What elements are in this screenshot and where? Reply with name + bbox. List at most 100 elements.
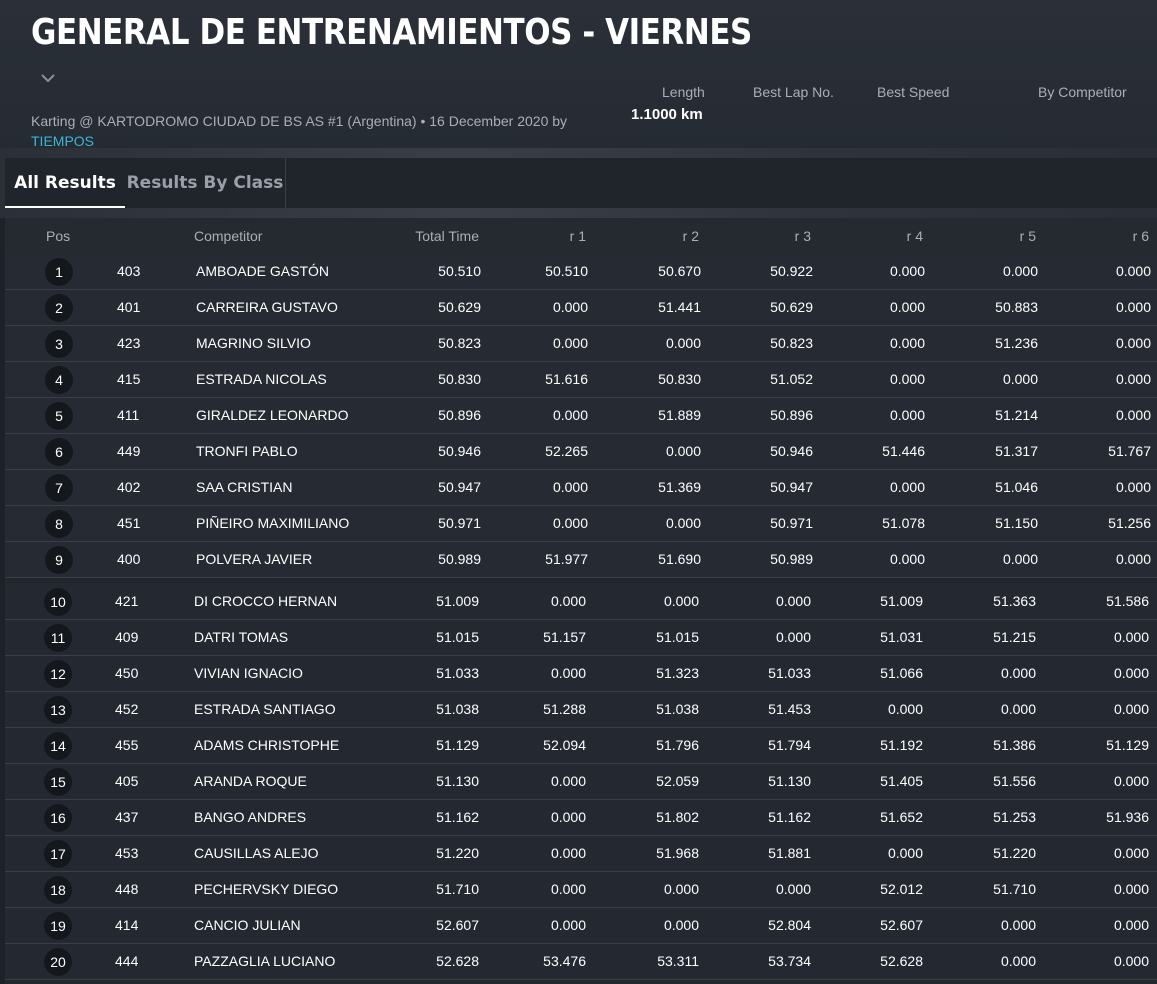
lap-r1-cell: 51.288: [543, 701, 586, 717]
competitor-name[interactable]: AMBOADE GASTÓN: [196, 263, 330, 279]
table-row[interactable]: 9 400 POLVERA JAVIER 50.989 51.977 51.690 50.9…: [5, 542, 1157, 578]
competitor-name[interactable]: ARANDA ROQUE: [194, 773, 307, 789]
competitor-name[interactable]: PAZZAGLIA LUCIANO: [194, 953, 336, 969]
competitor-name[interactable]: DATRI TOMAS: [194, 629, 289, 645]
table-row[interactable]: 1 403 AMBOADE GASTÓN 50.510 50.510 50.670 50.9…: [5, 254, 1157, 290]
lap-r4-cell: 51.446: [882, 443, 925, 459]
competitor-name[interactable]: ESTRADA NICOLAS: [196, 371, 327, 387]
lap-r4-cell: 52.628: [880, 953, 923, 969]
competitor-name[interactable]: PIÑEIRO MAXIMILIANO: [196, 515, 350, 531]
total-time-cell: 50.629: [438, 299, 481, 315]
competitor-name[interactable]: CARREIRA GUSTAVO: [196, 299, 338, 315]
lap-r6-cell: 0.000: [1113, 917, 1149, 933]
lap-r2-cell: 0.000: [663, 593, 699, 609]
lap-r3-cell: 0.000: [775, 593, 811, 609]
total-time-cell: 50.896: [438, 407, 481, 423]
competitor-name[interactable]: ADAMS CHRISTOPHE: [194, 737, 340, 753]
kart-number: 402: [117, 479, 141, 495]
event-info: Karting @ KARTODROMO CIUDAD DE BS AS #1 …: [31, 111, 567, 151]
competitor-name[interactable]: CAUSILLAS ALEJO: [194, 845, 319, 861]
competitor-name[interactable]: TRONFI PABLO: [196, 443, 298, 459]
tab-all-results[interactable]: All Results: [5, 158, 125, 208]
lap-r6-cell: 51.936: [1106, 809, 1149, 825]
table-row[interactable]: 14 455 ADAMS CHRISTOPHE 51.129 52.094 51.796 5…: [5, 728, 1157, 764]
col-total-time[interactable]: Total Time: [415, 228, 479, 244]
kart-number: 400: [117, 551, 141, 567]
lap-r3-cell: 0.000: [775, 629, 811, 645]
tab-results-by-class[interactable]: Results By Class: [125, 158, 286, 208]
table-row[interactable]: 13 452 ESTRADA SANTIAGO 51.038 51.288 51.038 5…: [5, 692, 1157, 728]
lap-r3-cell: 51.881: [768, 845, 811, 861]
lap-r2-cell: 0.000: [663, 917, 699, 933]
table-row[interactable]: 12 450 VIVIAN IGNACIO 51.033 0.000 51.323 51.0…: [5, 656, 1157, 692]
lap-r1-cell: 51.157: [543, 629, 586, 645]
table-row[interactable]: 19 414 CANCIO JULIAN 52.607 0.000 0.000 52.804…: [5, 908, 1157, 944]
lap-r2-cell: 51.889: [658, 407, 701, 423]
lap-r3-cell: 50.971: [770, 515, 813, 531]
col-r4[interactable]: r 4: [906, 228, 923, 244]
position-badge: 17: [44, 840, 72, 868]
table-row[interactable]: 10 421 DI CROCCO HERNAN 51.009 0.000 0.000 0.0…: [5, 584, 1157, 620]
lap-r2-cell: 51.968: [656, 845, 699, 861]
results-tabs: All Results Results By Class: [5, 158, 1157, 208]
competitor-name[interactable]: BANGO ANDRES: [194, 809, 307, 825]
lap-r3-cell: 50.922: [770, 263, 813, 279]
table-row[interactable]: 3 423 MAGRINO SILVIO 50.823 0.000 0.000 50.823…: [5, 326, 1157, 362]
chevron-down-icon[interactable]: [40, 72, 56, 84]
competitor-name[interactable]: ESTRADA SANTIAGO: [194, 701, 336, 717]
table-row[interactable]: 20 444 PAZZAGLIA LUCIANO 52.628 53.476 53.311…: [5, 944, 1157, 980]
lap-r1-cell: 0.000: [552, 335, 588, 351]
table-row[interactable]: 2 401 CARREIRA GUSTAVO 50.629 0.000 51.441 50.…: [5, 290, 1157, 326]
table-row[interactable]: 16 437 BANGO ANDRES 51.162 0.000 51.802 51.162…: [5, 800, 1157, 836]
position-badge: 14: [44, 732, 72, 760]
lap-r6-cell: 0.000: [1115, 551, 1151, 567]
table-row[interactable]: 4 415 ESTRADA NICOLAS 50.830 51.616 50.830 51.…: [5, 362, 1157, 398]
lap-r6-cell: 51.767: [1108, 443, 1151, 459]
competitor-name[interactable]: DI CROCCO HERNAN: [194, 593, 338, 609]
lap-r5-cell: 0.000: [1000, 701, 1036, 717]
table-row[interactable]: 18 448 PECHERVSKY DIEGO 51.710 0.000 0.000 0.0…: [5, 872, 1157, 908]
lap-r5-cell: 0.000: [1002, 263, 1038, 279]
lap-r6-cell: 0.000: [1113, 701, 1149, 717]
competitor-name[interactable]: SAA CRISTIAN: [196, 479, 293, 495]
col-r5[interactable]: r 5: [1019, 228, 1036, 244]
col-r1[interactable]: r 1: [569, 228, 586, 244]
competitor-name[interactable]: POLVERA JAVIER: [196, 551, 313, 567]
table-row[interactable]: 5 411 GIRALDEZ LEONARDO 50.896 0.000 51.889 50…: [5, 398, 1157, 434]
total-time-cell: 50.510: [438, 263, 481, 279]
total-time-cell: 51.162: [436, 809, 479, 825]
col-pos[interactable]: Pos: [46, 228, 71, 244]
kart-number: 415: [117, 371, 141, 387]
col-r2[interactable]: r 2: [682, 228, 699, 244]
competitor-name[interactable]: GIRALDEZ LEONARDO: [196, 407, 349, 423]
competitor-name[interactable]: MAGRINO SILVIO: [196, 335, 311, 351]
lap-r3-cell: 51.162: [768, 809, 811, 825]
table-row[interactable]: 8 451 PIÑEIRO MAXIMILIANO 50.971 0.000 0.000 5…: [5, 506, 1157, 542]
lap-r3-cell: 51.033: [768, 665, 811, 681]
table-row[interactable]: 15 405 ARANDA ROQUE 51.130 0.000 52.059 51.130…: [5, 764, 1157, 800]
competitor-name[interactable]: CANCIO JULIAN: [194, 917, 301, 933]
lap-r1-cell: 0.000: [550, 593, 586, 609]
table-row[interactable]: 6 449 TRONFI PABLO 50.946 52.265 0.000 50.946 5…: [5, 434, 1157, 470]
lap-r4-cell: 0.000: [889, 335, 925, 351]
lap-r1-cell: 0.000: [552, 515, 588, 531]
kart-number: 401: [117, 299, 141, 315]
position-badge: 9: [45, 546, 73, 574]
competitor-name[interactable]: VIVIAN IGNACIO: [194, 665, 303, 681]
table-row[interactable]: 17 453 CAUSILLAS ALEJO 51.220 0.000 51.968 51.…: [5, 836, 1157, 872]
col-competitor[interactable]: Competitor: [194, 228, 263, 244]
lap-r3-cell: 51.453: [768, 701, 811, 717]
table-row[interactable]: 11 409 DATRI TOMAS 51.015 51.157 51.015 0.000 5…: [5, 620, 1157, 656]
organizer-link[interactable]: TIEMPOS: [31, 133, 95, 149]
lap-r6-cell: 51.129: [1106, 737, 1149, 753]
col-r6[interactable]: r 6: [1132, 228, 1149, 244]
competitor-name[interactable]: PECHERVSKY DIEGO: [194, 881, 339, 897]
lap-r3-cell: 51.794: [768, 737, 811, 753]
col-r3[interactable]: r 3: [794, 228, 811, 244]
total-time-cell: 51.015: [436, 629, 479, 645]
table-row[interactable]: 7 402 SAA CRISTIAN 50.947 0.000 51.369 50.947 0…: [5, 470, 1157, 506]
kart-number: 449: [117, 443, 141, 459]
total-time-cell: 50.971: [438, 515, 481, 531]
kart-number: 451: [117, 515, 141, 531]
lap-r2-cell: 50.830: [658, 371, 701, 387]
